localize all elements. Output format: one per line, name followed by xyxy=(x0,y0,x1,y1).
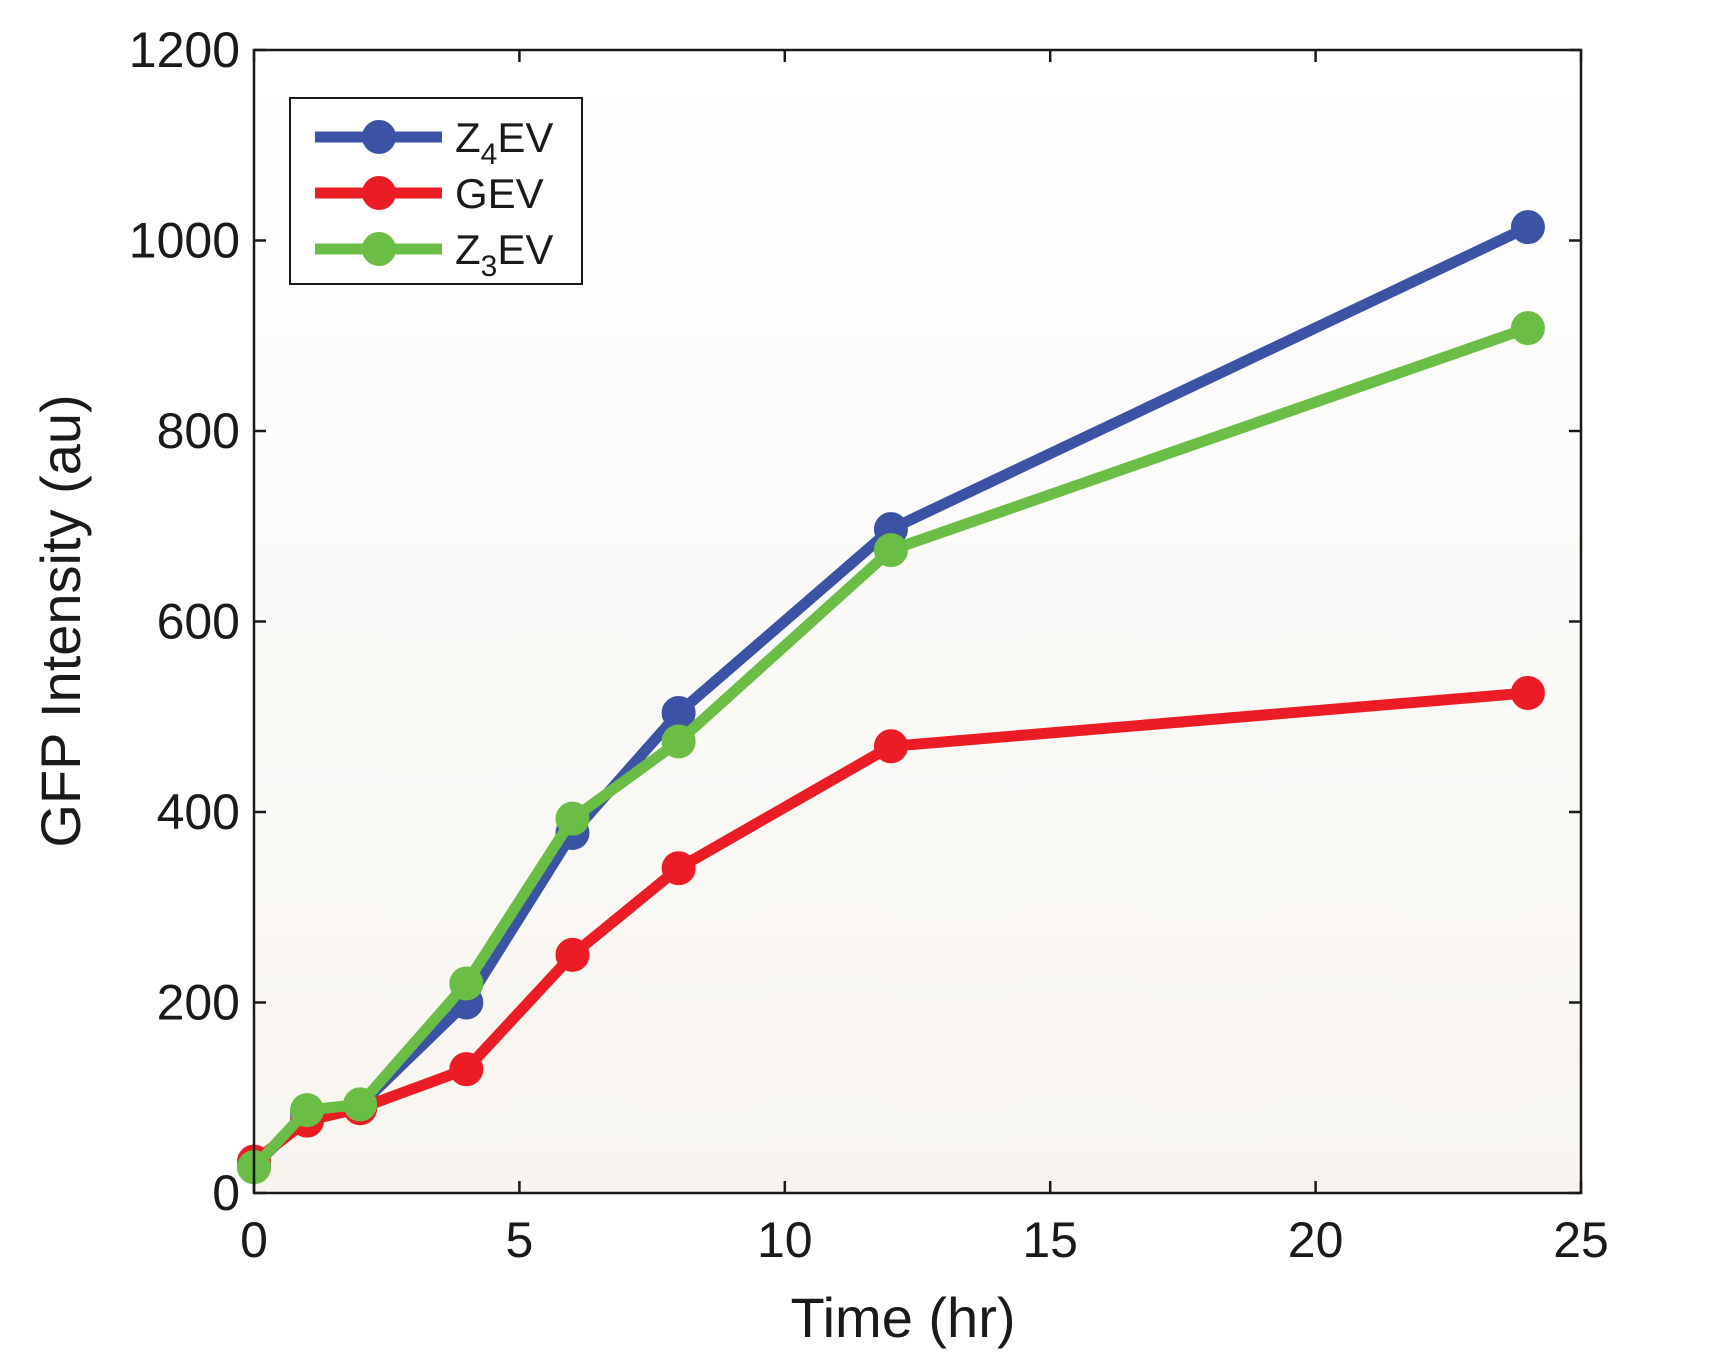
legend-item-gev: GEV xyxy=(315,170,544,217)
y-tick-label: 400 xyxy=(157,784,240,840)
legend-label: GEV xyxy=(455,170,544,217)
data-point-z3ev xyxy=(343,1087,378,1122)
y-axis-label: GFP Intensity (au) xyxy=(29,394,92,847)
legend-label-tail: EV xyxy=(497,226,553,273)
legend-label-subscript: 4 xyxy=(481,138,498,171)
y-tick-label: 200 xyxy=(157,975,240,1031)
x-tick-label: 25 xyxy=(1553,1212,1609,1268)
data-point-z4ev xyxy=(1510,210,1545,245)
data-point-gev xyxy=(1510,675,1545,710)
legend-label-main: Z xyxy=(455,114,481,161)
legend-label-tail: EV xyxy=(497,114,553,161)
legend-swatch-marker xyxy=(362,232,396,266)
x-tick-label: 0 xyxy=(240,1212,268,1268)
data-point-z3ev xyxy=(449,966,484,1001)
y-tick-label: 600 xyxy=(157,594,240,650)
legend-label-main: Z xyxy=(455,226,481,273)
y-tick-label: 800 xyxy=(157,403,240,459)
data-point-gev xyxy=(661,851,696,886)
legend-item-z3ev: Z3EV xyxy=(315,226,553,283)
y-tick-label: 0 xyxy=(212,1165,240,1221)
legend-label-subscript: 3 xyxy=(481,250,498,283)
data-point-z4ev xyxy=(661,695,696,730)
series-layer xyxy=(237,210,1545,1185)
legend-label-main: GEV xyxy=(455,170,544,217)
data-point-z3ev xyxy=(661,724,696,759)
data-point-z3ev xyxy=(1510,311,1545,346)
x-axis-label: Time (hr) xyxy=(790,1286,1015,1349)
data-point-z3ev xyxy=(290,1093,325,1128)
tick-labels: 0 200 400 600 800 1000 1200 0 5 10 15 20 25 xyxy=(129,22,1609,1268)
legend-label: Z3EV xyxy=(455,226,553,283)
y-tick-label: 1200 xyxy=(129,22,240,78)
data-point-gev xyxy=(449,1052,484,1087)
legend-label: Z4EV xyxy=(455,114,553,171)
series-z3ev xyxy=(237,311,1545,1185)
legend-swatch-marker xyxy=(362,176,396,210)
data-point-z3ev xyxy=(555,801,590,836)
x-tick-label: 5 xyxy=(505,1212,533,1268)
data-point-gev xyxy=(873,729,908,764)
x-tick-label: 15 xyxy=(1022,1212,1078,1268)
data-point-z3ev xyxy=(873,533,908,568)
legend-item-z4ev: Z4EV xyxy=(315,114,553,171)
data-point-gev xyxy=(555,937,590,972)
y-tick-label: 1000 xyxy=(129,213,240,269)
plot-frame xyxy=(252,48,1583,1195)
x-tick-label: 20 xyxy=(1288,1212,1344,1268)
x-tick-label: 10 xyxy=(757,1212,813,1268)
legend-swatch-marker xyxy=(362,120,396,154)
